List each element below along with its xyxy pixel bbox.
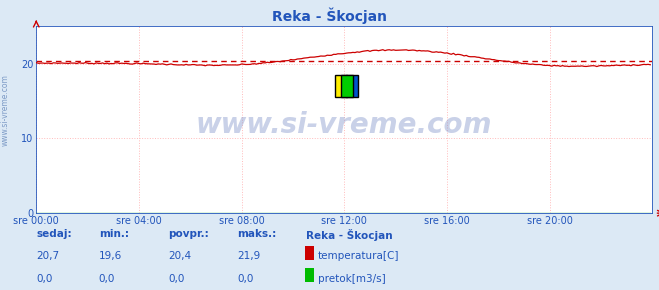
Text: Reka - Škocjan: Reka - Škocjan [272, 7, 387, 24]
Text: www.si-vreme.com: www.si-vreme.com [1, 74, 10, 146]
Text: maks.:: maks.: [237, 229, 277, 239]
Text: pretok[m3/s]: pretok[m3/s] [318, 274, 386, 284]
Text: 20,4: 20,4 [168, 251, 191, 261]
Text: 0,0: 0,0 [237, 274, 254, 284]
FancyBboxPatch shape [346, 75, 358, 97]
FancyBboxPatch shape [341, 75, 353, 97]
Text: 21,9: 21,9 [237, 251, 260, 261]
Text: sedaj:: sedaj: [36, 229, 72, 239]
Text: 0,0: 0,0 [168, 274, 185, 284]
Text: Reka - Škocjan: Reka - Škocjan [306, 229, 393, 241]
Text: min.:: min.: [99, 229, 129, 239]
Text: povpr.:: povpr.: [168, 229, 209, 239]
Text: 20,7: 20,7 [36, 251, 59, 261]
Text: temperatura[C]: temperatura[C] [318, 251, 399, 261]
Text: 0,0: 0,0 [36, 274, 53, 284]
Text: www.si-vreme.com: www.si-vreme.com [196, 111, 492, 139]
Text: 0,0: 0,0 [99, 274, 115, 284]
FancyBboxPatch shape [335, 75, 347, 97]
Text: 19,6: 19,6 [99, 251, 122, 261]
